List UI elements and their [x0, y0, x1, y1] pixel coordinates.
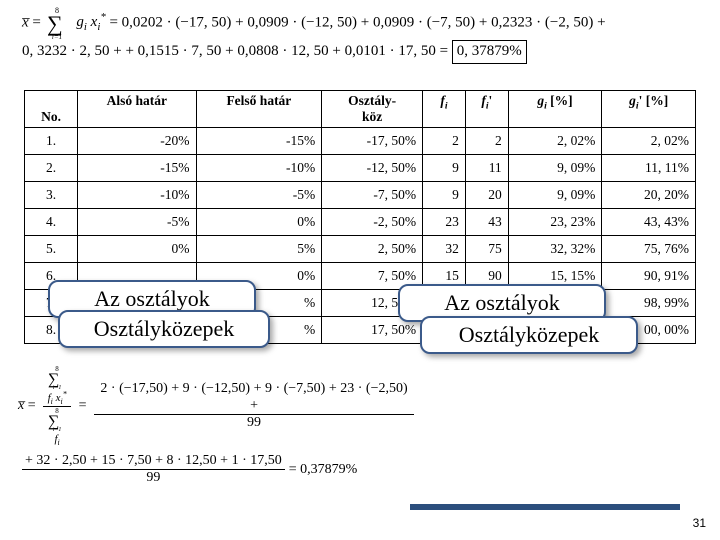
- col-fi-prime: fi': [465, 91, 508, 128]
- col-gi: gi [%]: [508, 91, 602, 128]
- table-row: 4. -5% 0% -2, 50% 23 43 23, 23% 43, 43%: [25, 209, 696, 236]
- sigma-sum-top: 8 ∑ i=1: [45, 6, 69, 40]
- page-number: 31: [693, 516, 706, 530]
- weighted-mean-formula-top: x̅ = 8 ∑ i=1 gi xi* = 0,0202 · (−17, 50)…: [22, 6, 702, 64]
- table-row: 1. -20% -15% -17, 50% 2 2 2, 02% 2, 02%: [25, 128, 696, 155]
- callout-osztalykozepek-left: Osztályközepek: [58, 310, 270, 348]
- svg-text:i=1: i=1: [53, 385, 62, 389]
- table-header-row: No. Alsó határ Felső határ Osztály-köz f…: [25, 91, 696, 128]
- formula-top-line2: 0, 3232 · 2, 50 + + 0,1515 · 7, 50 + 0,0…: [22, 43, 452, 59]
- col-no: No.: [25, 91, 78, 128]
- col-osztalykoz: Osztály-köz: [322, 91, 423, 128]
- table-row: 3. -10% -5% -7, 50% 9 20 9, 09% 20, 20%: [25, 182, 696, 209]
- fraction-expanded-2: + 32 · 2,50 + 15 · 7,50 + 8 · 12,50 + 1 …: [22, 453, 285, 486]
- fraction-sums: 8∑i=1 fi xi* 8∑i=1 fi: [43, 365, 71, 447]
- col-gi-prime: gi' [%]: [602, 91, 696, 128]
- sum-body: gi xi*: [76, 14, 109, 30]
- xbar-symbol-bottom: x̅: [18, 398, 24, 414]
- weighted-mean-formula-bottom: x̅ = 8∑i=1 fi xi* 8∑i=1 fi = 2 · (−17,50…: [18, 365, 418, 486]
- table-row: 2. -15% -10% -12, 50% 9 11 9, 09% 11, 11…: [25, 155, 696, 182]
- formula-top-result: 0, 37879%: [452, 40, 527, 64]
- callout-osztalykozepek-right: Osztályközepek: [420, 316, 638, 354]
- col-felso: Felső határ: [196, 91, 322, 128]
- table-row: 5. 0% 5% 2, 50% 32 75 32, 32% 75, 76%: [25, 236, 696, 263]
- col-also: Alsó határ: [78, 91, 196, 128]
- footer-accent-bar: [410, 504, 680, 510]
- fraction-expanded-1: 2 · (−17,50) + 9 · (−12,50) + 9 · (−7,50…: [94, 381, 414, 430]
- formula-bottom-result: = 0,37879%: [289, 462, 358, 478]
- formula-top-line1: = 0,0202 · (−17, 50) + 0,0909 · (−12, 50…: [109, 14, 605, 30]
- xbar-symbol: x̅: [22, 14, 29, 30]
- svg-text:i=1: i=1: [53, 427, 62, 431]
- svg-text:i=1: i=1: [52, 33, 62, 40]
- col-fi: fi: [423, 91, 466, 128]
